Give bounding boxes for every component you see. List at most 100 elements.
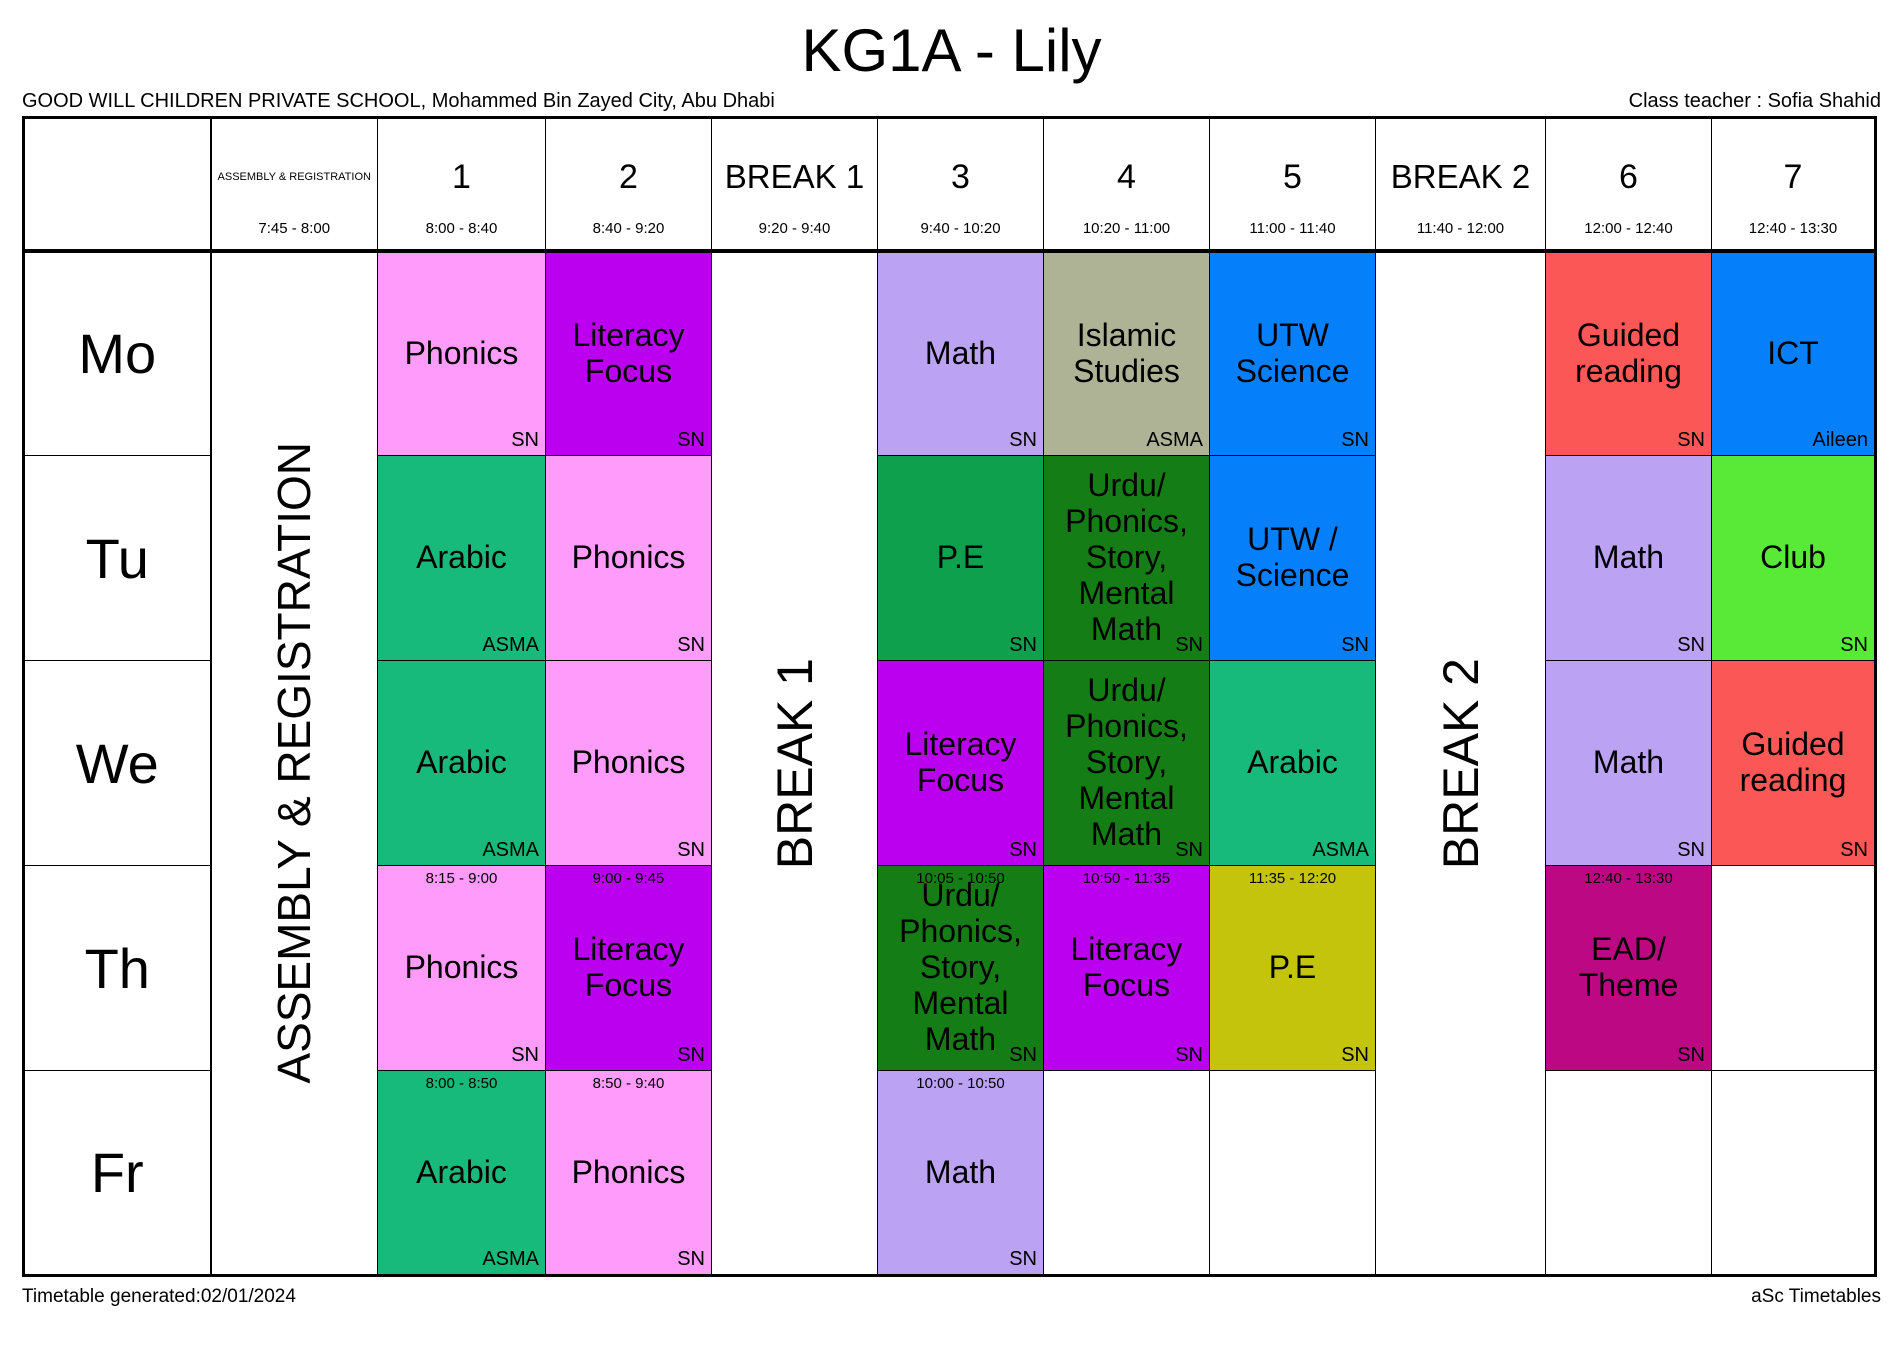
lesson-subject: P.E xyxy=(936,539,985,576)
lesson-cell: Math SN xyxy=(877,250,1044,456)
period-header-label: 6 xyxy=(1619,157,1638,196)
lesson-subject: Literacy Focus xyxy=(572,931,685,1003)
lesson-subject: P.E xyxy=(1268,949,1317,986)
lesson-subject: Phonics xyxy=(404,334,519,371)
break-cell-wrap: BREAK 2 xyxy=(1377,253,1545,1275)
lesson-cell: Arabic ASMA xyxy=(1209,660,1376,866)
lesson-cell: 11:35 - 12:20 P.E SN xyxy=(1209,865,1376,1071)
lesson-teacher: SN xyxy=(511,1044,539,1066)
day-label: Fr xyxy=(23,1070,212,1276)
lesson-subject: UTW Science xyxy=(1235,316,1350,389)
lesson-cell: Phonics SN xyxy=(545,660,712,866)
lesson-box: 12:40 - 13:30 EAD/ Theme SN xyxy=(1546,866,1711,1070)
lesson-box: Arabic ASMA xyxy=(1210,661,1375,865)
lesson-box: Phonics SN xyxy=(378,252,545,455)
period-header-cell: 4 10:20 - 11:00 xyxy=(1043,117,1210,253)
lesson-cell: P.E SN xyxy=(877,455,1044,661)
day-row: Mo ASSEMBLY & REGISTRATION Phonics SN Litera… xyxy=(23,250,1876,1276)
lesson-time: 8:00 - 8:50 xyxy=(425,1075,498,1092)
lesson-subject: Math xyxy=(924,334,997,371)
day-row: Tu Arabic ASMA Phonics SN P.E SN Urdu/ Phonics,… xyxy=(23,455,1876,661)
assembly-vertical-label: ASSEMBLY & REGISTRATION xyxy=(268,442,321,1085)
period-header-label: BREAK 2 xyxy=(1390,158,1531,196)
lesson-time: 8:50 - 9:40 xyxy=(592,1075,665,1092)
lesson-cell: Literacy Focus SN xyxy=(545,250,712,456)
lesson-box: Literacy Focus SN xyxy=(546,252,711,455)
lesson-box: Literacy Focus SN xyxy=(878,661,1043,865)
period-header-time: 8:40 - 9:20 xyxy=(592,219,665,237)
empty-cell xyxy=(1043,1070,1210,1276)
period-header-label: BREAK 1 xyxy=(724,158,865,196)
lesson-subject: Urdu/ Phonics, Story, Mental Math xyxy=(1065,672,1188,852)
period-header-label: 4 xyxy=(1117,157,1136,196)
corner-cell xyxy=(23,117,212,253)
lesson-subject: Arabic xyxy=(416,744,507,781)
lesson-box: UTW / Science SN xyxy=(1210,456,1375,660)
lesson-time: 11:35 - 12:20 xyxy=(1248,870,1337,887)
lesson-teacher: SN xyxy=(1175,634,1203,656)
lesson-subject: Phonics xyxy=(404,949,519,986)
lesson-teacher: SN xyxy=(1009,429,1037,451)
lesson-teacher: SN xyxy=(1341,429,1369,451)
timetable-header: ASSEMBLY & REGISTRATION 7:45 - 8:00 1 8:00 … xyxy=(23,117,1876,253)
lesson-cell: Guided reading SN xyxy=(1545,250,1712,456)
lesson-subject: Phonics xyxy=(571,539,686,576)
lesson-teacher: SN xyxy=(1677,839,1705,861)
lesson-teacher: SN xyxy=(1677,1044,1705,1066)
timetable: ASSEMBLY & REGISTRATION 7:45 - 8:00 1 8:00 … xyxy=(22,116,1877,1277)
lesson-teacher: SN xyxy=(677,1248,705,1270)
lesson-cell: 10:05 - 10:50 Urdu/ Phonics, Story, Menta… xyxy=(877,865,1044,1071)
lesson-subject: Islamic Studies xyxy=(1073,316,1180,389)
period-header-cell: 7 12:40 - 13:30 xyxy=(1711,117,1876,253)
lesson-cell: 8:50 - 9:40 Phonics SN xyxy=(545,1070,712,1276)
lesson-subject: Arabic xyxy=(416,1153,507,1190)
lesson-teacher: ASMA xyxy=(482,1248,539,1270)
lesson-subject: Math xyxy=(924,1153,997,1190)
lesson-teacher: SN xyxy=(1175,1044,1203,1066)
lesson-cell: 12:40 - 13:30 EAD/ Theme SN xyxy=(1545,865,1712,1071)
lesson-box: Math SN xyxy=(878,252,1043,455)
lesson-teacher: ASMA xyxy=(1312,839,1369,861)
lesson-cell: Math SN xyxy=(1545,660,1712,866)
lesson-teacher: SN xyxy=(1840,839,1868,861)
period-header-label: 5 xyxy=(1283,157,1302,196)
empty-cell xyxy=(1545,1070,1712,1276)
lesson-subject: Literacy Focus xyxy=(1070,931,1183,1003)
lesson-subject: Math xyxy=(1592,744,1665,781)
lesson-cell: Islamic Studies ASMA xyxy=(1043,250,1210,456)
assembly-header-time: 7:45 - 8:00 xyxy=(258,219,331,237)
lesson-box: Phonics SN xyxy=(546,456,711,660)
lesson-box: Arabic ASMA xyxy=(378,661,545,865)
lesson-box: ICT Aileen xyxy=(1712,252,1874,455)
break-column-cell: BREAK 2 xyxy=(1375,250,1546,1276)
lesson-teacher: SN xyxy=(1677,634,1705,656)
lesson-box: 11:35 - 12:20 P.E SN xyxy=(1210,866,1375,1070)
period-header-time: 12:40 - 13:30 xyxy=(1748,219,1838,237)
lesson-box: Urdu/ Phonics, Story, Mental Math SN xyxy=(1044,661,1209,865)
lesson-subject: Literacy Focus xyxy=(904,726,1017,798)
lesson-subject: Phonics xyxy=(571,744,686,781)
lesson-cell: Math SN xyxy=(1545,455,1712,661)
day-label: We xyxy=(23,660,212,866)
lesson-box: 9:00 - 9:45 Literacy Focus SN xyxy=(546,866,711,1070)
period-header-label: 1 xyxy=(452,157,471,196)
lesson-teacher: SN xyxy=(1009,1248,1037,1270)
lesson-box: Club SN xyxy=(1712,456,1874,660)
day-row: We Arabic ASMA Phonics SN Literacy Focus SN Urd… xyxy=(23,660,1876,866)
lesson-subject: UTW / Science xyxy=(1235,521,1350,593)
lesson-teacher: SN xyxy=(677,634,705,656)
lesson-cell: Urdu/ Phonics, Story, Mental Math SN xyxy=(1043,455,1210,661)
lesson-box: Arabic ASMA xyxy=(378,456,545,660)
lesson-cell: Literacy Focus SN xyxy=(877,660,1044,866)
lesson-cell: 10:00 - 10:50 Math SN xyxy=(877,1070,1044,1276)
empty-cell xyxy=(1711,1070,1876,1276)
lesson-time: 10:50 - 11:35 xyxy=(1082,870,1171,887)
lesson-box: Math SN xyxy=(1546,661,1711,865)
lesson-box: Islamic Studies ASMA xyxy=(1044,252,1209,455)
period-header-cell: 2 8:40 - 9:20 xyxy=(545,117,712,253)
lesson-cell: 10:50 - 11:35 Literacy Focus SN xyxy=(1043,865,1210,1071)
lesson-teacher: SN xyxy=(1009,839,1037,861)
break-vertical-label: BREAK 1 xyxy=(766,657,823,869)
lesson-box: 8:00 - 8:50 Arabic ASMA xyxy=(378,1071,545,1274)
period-header-time: 12:00 - 12:40 xyxy=(1584,219,1673,237)
